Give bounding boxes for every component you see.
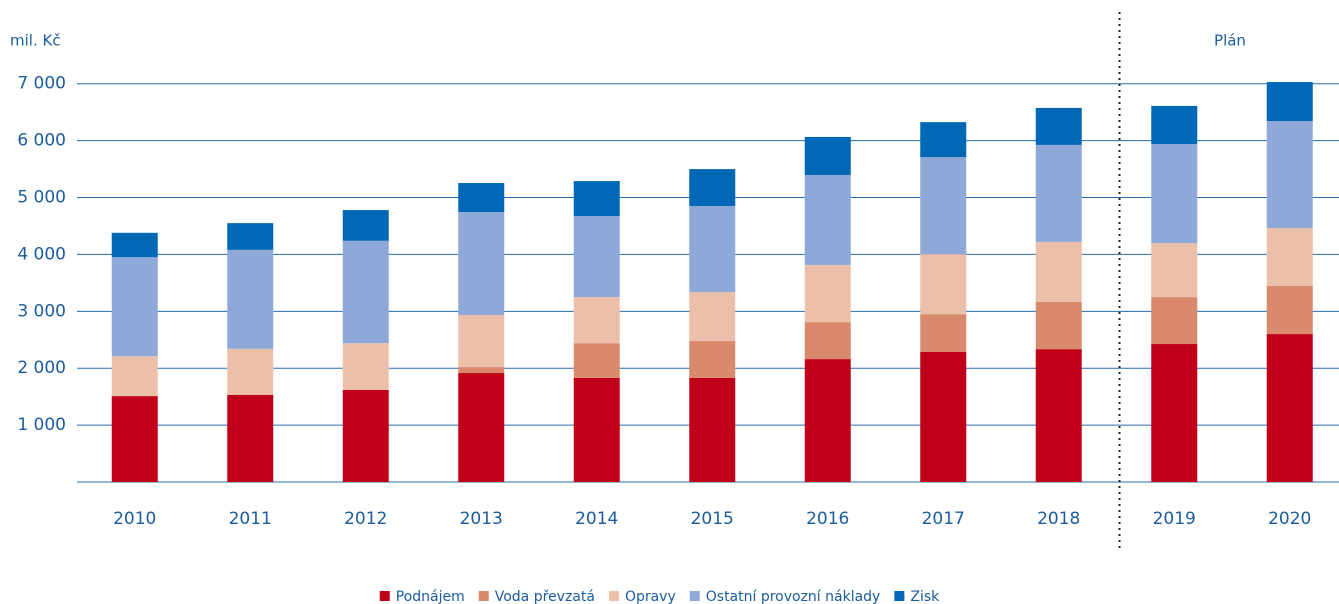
bar-segment	[1151, 297, 1198, 345]
bar-segment	[342, 210, 389, 241]
x-tick-label: 2020	[1268, 509, 1311, 529]
y-tick-label: 5 000	[17, 188, 66, 208]
bar-segment	[573, 181, 620, 217]
bar-segment	[1035, 144, 1082, 242]
y-tick-label: 3 000	[17, 301, 66, 321]
bar-segment	[342, 343, 389, 390]
bar-segment	[804, 136, 851, 176]
annotation: Plán	[1214, 32, 1246, 50]
bar-segment	[920, 254, 967, 315]
bar-segment	[458, 212, 505, 316]
bar-segment	[573, 343, 620, 378]
bar-segment	[458, 367, 505, 374]
x-tick-label: 2019	[1153, 509, 1196, 529]
y-tick-label: 4 000	[17, 244, 66, 264]
bar-segment	[342, 240, 389, 344]
bar-segment	[458, 183, 505, 213]
bar-segment	[689, 169, 736, 207]
bar-segment	[1266, 334, 1313, 482]
bar-segment	[111, 356, 158, 397]
bar-segment	[689, 377, 736, 482]
x-tick-label: 2011	[229, 509, 272, 529]
legend-label: Opravy	[625, 589, 676, 604]
x-tick-label: 2010	[113, 509, 156, 529]
bar-segment	[458, 373, 505, 482]
x-tick-label: 2013	[460, 509, 503, 529]
bar-segment	[1266, 286, 1313, 335]
y-axis-label: mil. Kč	[10, 32, 61, 50]
bar-segment	[1151, 243, 1198, 298]
bar-segment	[804, 175, 851, 265]
legend-label: Podnájem	[396, 589, 465, 604]
legend-label: Voda převzatá	[495, 589, 595, 604]
legend-swatch	[894, 591, 905, 601]
bar-segment	[1035, 241, 1082, 302]
legend-label: Ostatní provozní náklady	[706, 589, 881, 604]
bar-segment	[920, 351, 967, 482]
bar-segment	[1151, 344, 1198, 482]
bar-segment	[573, 297, 620, 344]
legend-label: Zisk	[910, 589, 940, 604]
bar-segment	[920, 122, 967, 158]
y-tick-label: 7 000	[17, 74, 66, 94]
x-tick-label: 2016	[806, 509, 849, 529]
bar-segment	[920, 157, 967, 255]
bar-segment	[1035, 107, 1082, 145]
y-tick-label: 1 000	[17, 415, 66, 435]
legend-swatch	[689, 591, 700, 601]
bar-segment	[111, 232, 158, 258]
bar-segment	[227, 394, 274, 482]
legend-swatch	[478, 591, 489, 601]
bar-segment	[689, 291, 736, 341]
bar-segment	[227, 223, 274, 250]
legend-swatch	[379, 591, 390, 601]
x-tick-label: 2012	[344, 509, 387, 529]
bar-segment	[227, 249, 274, 349]
y-tick-label: 6 000	[17, 131, 66, 151]
bar-segment	[804, 264, 851, 323]
bar-segment	[111, 396, 158, 482]
bar-segment	[1035, 349, 1082, 482]
bar-segment	[1266, 121, 1313, 228]
bar-segment	[342, 389, 389, 482]
legend-swatch	[608, 591, 619, 601]
bar-segment	[920, 314, 967, 352]
bar-segment	[458, 315, 505, 368]
bar-segment	[227, 348, 274, 395]
bar-segment	[689, 340, 736, 378]
bar-segment	[1266, 227, 1313, 287]
bar-segment	[1266, 82, 1313, 122]
x-tick-label: 2014	[575, 509, 618, 529]
bar-segment	[573, 377, 620, 482]
x-tick-label: 2015	[691, 509, 734, 529]
x-tick-label: 2018	[1037, 509, 1080, 529]
bar-segment	[1151, 144, 1198, 244]
bar-segment	[1035, 301, 1082, 350]
bar-segment	[689, 206, 736, 292]
bar-segment	[1151, 105, 1198, 145]
bar-segment	[573, 216, 620, 298]
bar-segment	[804, 322, 851, 360]
bar-segment	[804, 359, 851, 482]
x-tick-label: 2017	[922, 509, 965, 529]
bar-segment	[111, 257, 158, 357]
y-tick-label: 2 000	[17, 358, 66, 378]
